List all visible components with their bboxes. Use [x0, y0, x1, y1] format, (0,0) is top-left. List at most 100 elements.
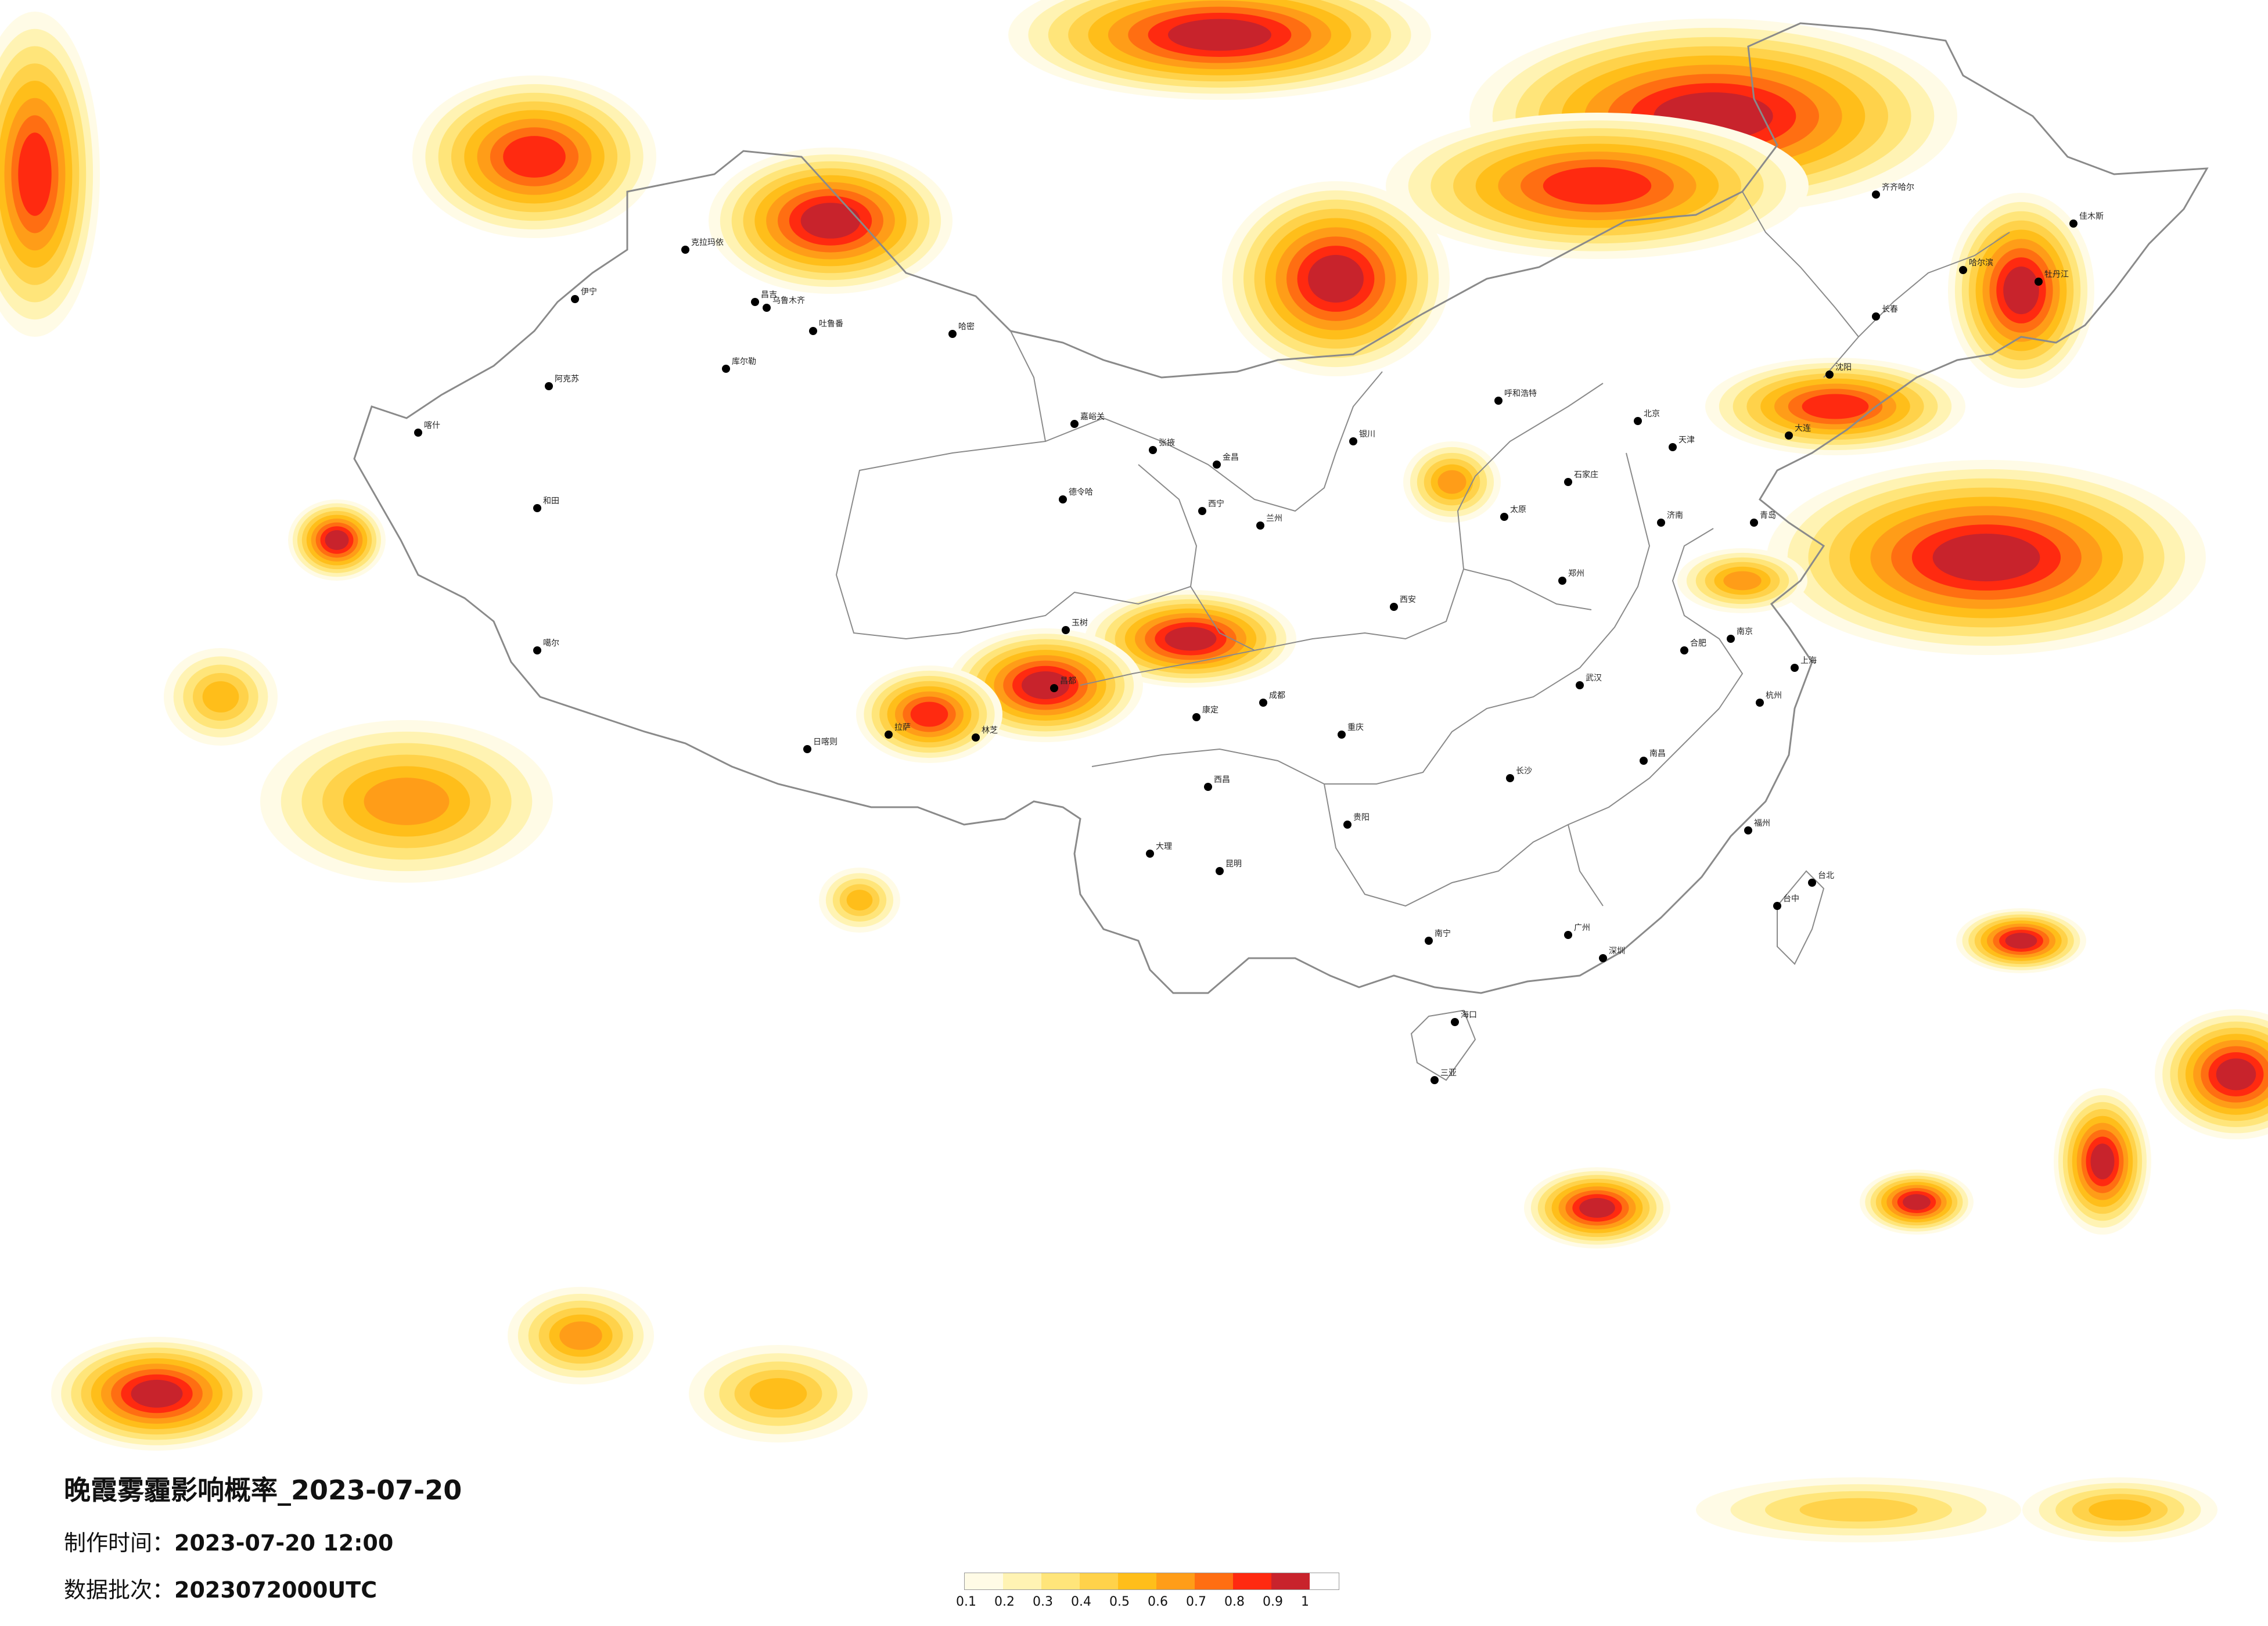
- city-dot: [1576, 681, 1584, 689]
- city-marker: 兰州: [1256, 514, 1282, 530]
- legend-tick: 0.8: [1224, 1595, 1245, 1609]
- city-label: 成都: [1269, 691, 1285, 700]
- city-dot: [1216, 867, 1224, 875]
- haze-patch: [325, 530, 349, 551]
- city-dot: [1192, 713, 1201, 721]
- city-marker: 石家庄: [1564, 470, 1598, 486]
- city-marker: 沈阳: [1825, 363, 1852, 379]
- city-label: 太原: [1510, 505, 1526, 515]
- haze-patch: [1723, 571, 1762, 591]
- city-label: 昌吉: [761, 290, 777, 300]
- city-label: 呼和浩特: [1504, 389, 1537, 398]
- city-label: 伊宁: [581, 287, 597, 297]
- city-label: 拉萨: [894, 723, 911, 732]
- city-dot: [1338, 731, 1346, 739]
- city-dot: [1564, 478, 1572, 486]
- production-time-label: 制作时间：: [64, 1530, 175, 1556]
- city-label: 乌鲁木齐: [772, 296, 805, 305]
- city-marker: 齐齐哈尔: [1872, 183, 1914, 199]
- city-dot: [414, 429, 422, 437]
- city-dot: [1564, 931, 1572, 939]
- city-marker: 日喀则: [803, 738, 838, 753]
- city-marker: 天津: [1669, 436, 1695, 451]
- legend-swatch: [965, 1573, 1003, 1589]
- city-marker: 西宁: [1198, 499, 1224, 515]
- city-label: 哈密: [958, 322, 975, 332]
- city-dot: [1785, 431, 1793, 440]
- city-label: 台中: [1783, 894, 1799, 904]
- city-marker: 西昌: [1204, 775, 1230, 791]
- legend-swatch: [1195, 1573, 1233, 1589]
- haze-patch: [2089, 1499, 2151, 1520]
- city-label: 青岛: [1760, 511, 1776, 520]
- legend-tick: 0.2: [994, 1595, 1015, 1609]
- city-dot: [1959, 266, 1967, 274]
- hainan-outline: [1410, 1009, 1476, 1081]
- city-dot: [1500, 513, 1508, 521]
- city-dot: [1744, 826, 1752, 834]
- city-dot: [1669, 443, 1677, 451]
- city-label: 杭州: [1766, 691, 1782, 700]
- city-marker: 吐鲁番: [809, 319, 843, 335]
- city-dot: [1198, 507, 1206, 515]
- city-label: 三亚: [1440, 1069, 1457, 1078]
- city-marker: 金昌: [1213, 453, 1239, 469]
- city-marker: 成都: [1259, 691, 1285, 707]
- city-label: 库尔勒: [732, 357, 756, 366]
- city-marker: 广州: [1564, 923, 1590, 939]
- legend-swatch: [1233, 1573, 1271, 1589]
- city-marker: 西安: [1390, 595, 1416, 611]
- haze-patch: [364, 778, 450, 825]
- city-marker: 张掖: [1149, 438, 1175, 454]
- city-label: 西宁: [1208, 499, 1224, 509]
- city-label: 深圳: [1609, 947, 1625, 956]
- city-dot: [1773, 902, 1781, 910]
- haze-patch: [1543, 167, 1652, 205]
- city-marker: 三亚: [1430, 1069, 1457, 1084]
- legend-tick: 1: [1301, 1595, 1309, 1609]
- city-dot: [1050, 684, 1058, 692]
- city-dot: [1425, 937, 1433, 945]
- city-marker: 福州: [1744, 819, 1770, 834]
- city-dot: [763, 304, 771, 312]
- city-marker: 深圳: [1599, 947, 1625, 962]
- city-dot: [885, 731, 893, 739]
- city-marker: 台中: [1773, 894, 1799, 910]
- city-dot: [1506, 774, 1514, 782]
- city-marker: 昌吉: [751, 290, 777, 306]
- city-label: 南宁: [1435, 929, 1451, 938]
- legend-swatch: [1041, 1573, 1080, 1589]
- city-dot: [1494, 397, 1503, 405]
- taiwan-outline: [1777, 870, 1825, 965]
- legend-tick: 0.5: [1109, 1595, 1130, 1609]
- city-dot: [1808, 879, 1816, 887]
- city-marker: 昆明: [1216, 859, 1242, 875]
- city-marker: 牡丹江: [2035, 270, 2069, 286]
- city-label: 台北: [1818, 871, 1834, 880]
- legend-tick: 0.1: [956, 1595, 976, 1609]
- city-dot: [1390, 603, 1398, 611]
- city-marker: 康定: [1192, 705, 1219, 721]
- production-time: 制作时间：2023-07-20 12:00: [64, 1525, 462, 1557]
- legend-tick: 0.6: [1148, 1595, 1168, 1609]
- city-marker: 阿克苏: [545, 375, 579, 390]
- haze-patch: [749, 1378, 807, 1409]
- city-label: 福州: [1754, 819, 1770, 828]
- city-marker: 克拉玛依: [681, 238, 724, 254]
- city-label: 德令哈: [1069, 488, 1093, 497]
- china-border: [353, 22, 2209, 994]
- city-dot: [1349, 437, 1357, 445]
- haze-patch: [2216, 1058, 2256, 1091]
- haze-patch: [1021, 671, 1070, 699]
- city-dot: [1727, 635, 1735, 643]
- haze-patch: [503, 136, 566, 178]
- legend-swatch: [1080, 1573, 1118, 1589]
- city-label: 天津: [1678, 436, 1695, 445]
- city-label: 哈尔滨: [1969, 258, 1993, 268]
- city-label: 广州: [1574, 923, 1590, 933]
- city-marker: 和田: [533, 497, 559, 512]
- city-label: 沈阳: [1835, 363, 1852, 372]
- city-label: 大理: [1156, 842, 1172, 851]
- city-label: 合肥: [1690, 639, 1706, 648]
